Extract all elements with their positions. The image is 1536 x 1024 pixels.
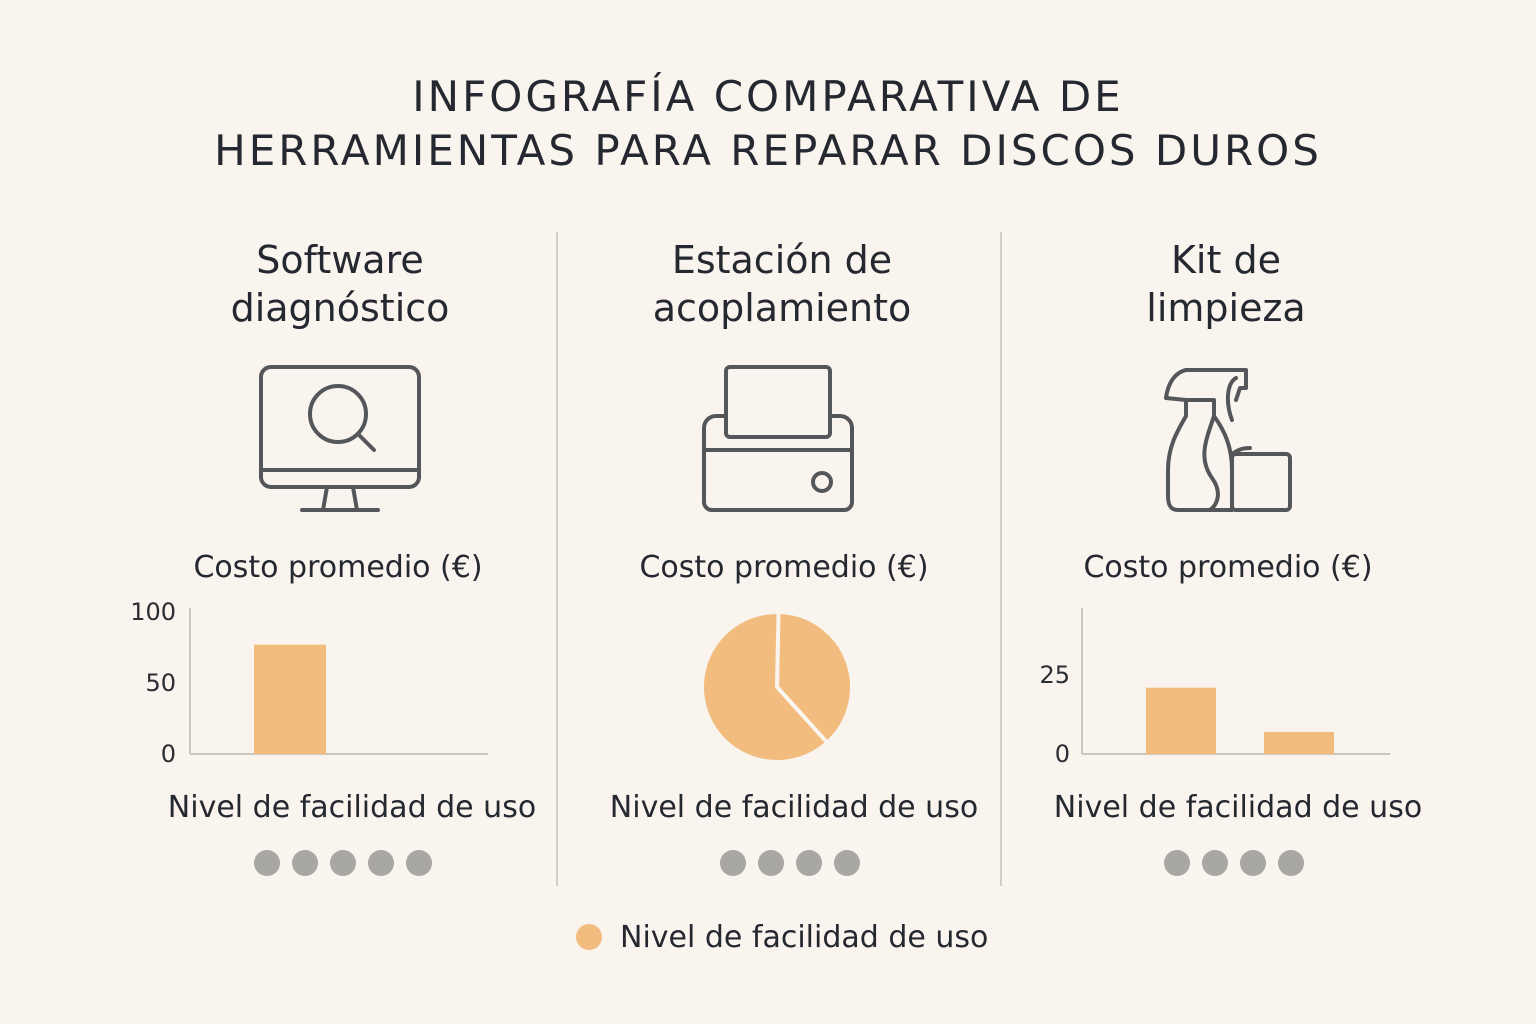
ease-label: Nivel de facilidad de uso bbox=[609, 790, 979, 825]
bar-chart: 0 25 bbox=[1039, 608, 1390, 768]
rating-dot bbox=[758, 850, 784, 876]
cost-label: Costo promedio (€) bbox=[193, 550, 483, 585]
column-title-line: Estación de bbox=[671, 238, 893, 282]
legend-label: Nivel de facilidad de uso bbox=[620, 919, 989, 955]
bar-chart: 0 50 100 bbox=[130, 598, 488, 768]
bar bbox=[1146, 687, 1216, 754]
legend: Nivel de facilidad de uso bbox=[576, 916, 988, 958]
ease-rating-dots bbox=[720, 850, 860, 876]
ease-label: Nivel de facilidad de uso bbox=[167, 790, 537, 825]
column-title-line: Kit de bbox=[1171, 238, 1281, 282]
rating-dot bbox=[1278, 850, 1304, 876]
column-title-line: limpieza bbox=[1146, 286, 1306, 330]
cost-chart-docking bbox=[690, 600, 864, 774]
column-title-software: Software diagnóstico bbox=[130, 236, 550, 332]
y-tick-label: 25 bbox=[1039, 661, 1070, 689]
column-divider bbox=[556, 232, 558, 886]
column-title-cleaning-kit: Kit de limpieza bbox=[1016, 236, 1436, 332]
column-title-line: Software bbox=[256, 238, 424, 282]
y-tick-label: 50 bbox=[145, 669, 176, 697]
spray-bottle-icon bbox=[1128, 360, 1328, 520]
bar bbox=[254, 644, 326, 754]
rating-dot bbox=[254, 850, 280, 876]
legend-swatch bbox=[576, 924, 602, 950]
y-tick-label: 0 bbox=[1055, 740, 1070, 768]
cost-label: Costo promedio (€) bbox=[639, 550, 929, 585]
rating-dot bbox=[406, 850, 432, 876]
rating-dot bbox=[330, 850, 356, 876]
pie-slice bbox=[700, 610, 830, 764]
title-line-1: INFOGRAFÍA COMPARATIVA DE bbox=[412, 72, 1124, 121]
rating-dot bbox=[1202, 850, 1228, 876]
ease-rating-dots bbox=[1164, 850, 1304, 876]
rating-dot bbox=[1164, 850, 1190, 876]
y-tick-label: 100 bbox=[130, 598, 176, 626]
ease-rating-dots bbox=[254, 850, 432, 876]
rating-dot bbox=[1240, 850, 1266, 876]
monitor-search-icon bbox=[240, 360, 440, 520]
column-title-docking: Estación de acoplamiento bbox=[572, 236, 992, 332]
y-tick-label: 0 bbox=[161, 740, 176, 768]
rating-dot bbox=[796, 850, 822, 876]
cost-chart-cleaning-kit: 0 25 bbox=[1010, 596, 1400, 768]
ease-label: Nivel de facilidad de uso bbox=[1053, 790, 1423, 825]
rating-dot bbox=[292, 850, 318, 876]
pie-chart bbox=[700, 610, 854, 764]
cost-chart-software: 0 50 100 bbox=[120, 596, 500, 768]
rating-dot bbox=[368, 850, 394, 876]
title-line-2: HERRAMIENTAS PARA REPARAR DISCOS DUROS bbox=[214, 126, 1322, 175]
rating-dot bbox=[834, 850, 860, 876]
rating-dot bbox=[720, 850, 746, 876]
column-divider bbox=[1000, 232, 1002, 886]
column-title-line: diagnóstico bbox=[230, 286, 450, 330]
cost-label: Costo promedio (€) bbox=[1083, 550, 1373, 585]
bar bbox=[1264, 731, 1334, 754]
docking-station-icon bbox=[678, 360, 878, 520]
pie-slice bbox=[775, 610, 854, 745]
column-title-line: acoplamiento bbox=[652, 286, 912, 330]
